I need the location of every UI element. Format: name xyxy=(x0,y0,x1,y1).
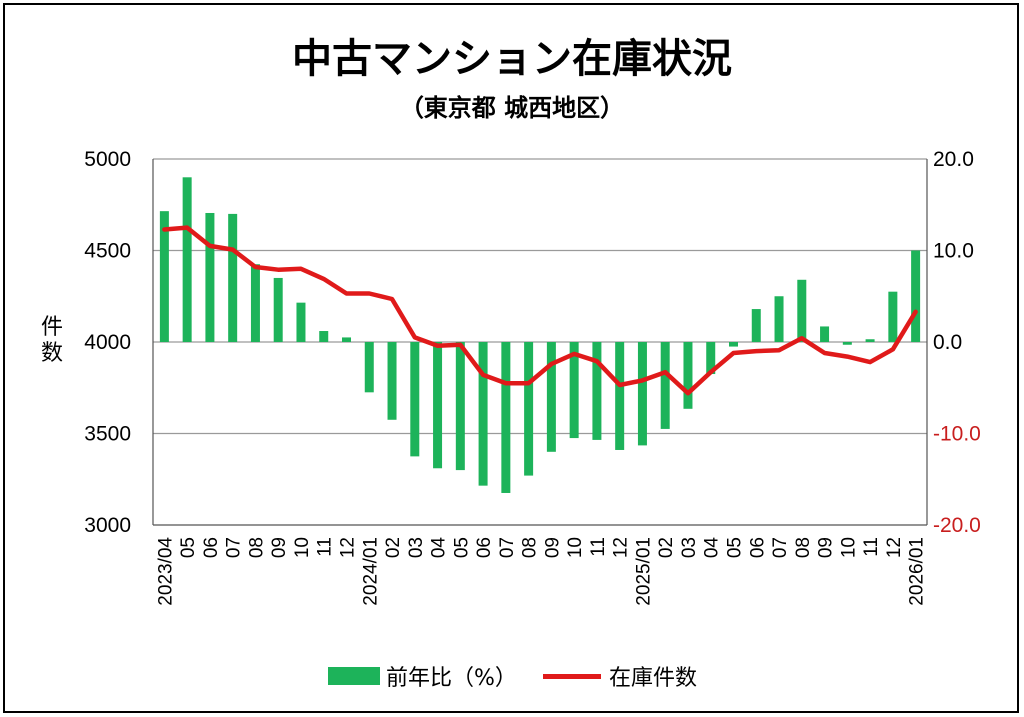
bar xyxy=(546,342,556,452)
bar xyxy=(729,342,738,347)
bar xyxy=(319,331,329,342)
bar xyxy=(797,279,807,342)
bar xyxy=(387,342,397,420)
x-tick-label: 09 xyxy=(269,537,290,558)
bar xyxy=(637,342,647,446)
x-tick-label: 06 xyxy=(747,537,768,558)
x-tick-label: 2024/01 xyxy=(360,537,381,606)
y-left-tick-label: 4500 xyxy=(84,240,131,263)
legend-swatch-line xyxy=(543,673,601,679)
x-tick-label: 08 xyxy=(520,537,541,558)
axes xyxy=(152,159,928,526)
bar xyxy=(501,342,511,493)
bar xyxy=(455,342,465,471)
x-tick-label: 07 xyxy=(224,537,245,558)
x-tick-label: 02 xyxy=(656,537,677,558)
bar xyxy=(706,342,716,375)
x-tick-label: 12 xyxy=(338,537,359,558)
bar xyxy=(865,339,875,342)
x-tick-label: 03 xyxy=(679,537,700,558)
y-left-axis-label: 数 xyxy=(41,340,63,365)
bar xyxy=(342,337,351,342)
bar xyxy=(182,177,192,342)
bar xyxy=(433,342,443,469)
x-tick-label: 05 xyxy=(725,537,746,558)
bar xyxy=(774,296,784,342)
bar xyxy=(205,212,215,342)
y-left-axis-label: 件 xyxy=(41,314,63,339)
x-tick-label: 02 xyxy=(383,537,404,558)
x-tick-label: 11 xyxy=(861,537,882,557)
bar xyxy=(364,342,374,393)
y-left-tick-label: 3500 xyxy=(84,423,131,446)
y-right-tick-label: 10.0 xyxy=(933,240,974,263)
x-tick-label: 12 xyxy=(611,537,632,558)
gridlines xyxy=(153,158,927,435)
bar xyxy=(660,342,670,429)
x-tick-label: 2023/04 xyxy=(155,537,176,606)
axis-labels: 3000 3500 4000 4500 5000 -20.0 -10.0 0.0 10.0 20.… xyxy=(41,148,981,606)
bar xyxy=(159,211,169,342)
x-tick-label: 06 xyxy=(201,537,222,558)
x-tick-label: 11 xyxy=(588,537,609,557)
x-tick-label: 06 xyxy=(474,537,495,558)
legend-item-line: 在庫件数 xyxy=(543,660,697,692)
bar xyxy=(273,277,283,342)
x-tick-label: 10 xyxy=(565,537,586,558)
y-left-tick-label: 3000 xyxy=(84,514,131,537)
x-tick-label: 10 xyxy=(292,537,313,558)
legend-swatch-bar xyxy=(328,667,380,685)
bar-series xyxy=(159,177,921,493)
bar xyxy=(478,342,488,486)
bar xyxy=(751,309,761,342)
legend: 前年比（%） 在庫件数 xyxy=(0,660,1024,692)
bar xyxy=(410,342,420,457)
chart-subtitle: （東京都 城西地区） xyxy=(399,94,625,122)
y-left-tick-label: 4000 xyxy=(84,331,131,354)
x-tick-label: 08 xyxy=(246,537,267,558)
bar xyxy=(250,264,260,342)
legend-label-line: 在庫件数 xyxy=(609,666,698,691)
bar xyxy=(911,250,921,342)
stock-line xyxy=(162,225,918,396)
x-tick-label: 04 xyxy=(702,537,723,559)
bar xyxy=(296,302,306,342)
bar xyxy=(228,213,238,342)
bar xyxy=(820,326,830,342)
bar xyxy=(842,342,852,345)
y-left-tick-label: 5000 xyxy=(84,148,131,171)
x-tick-label: 07 xyxy=(497,537,518,558)
x-tick-label: 05 xyxy=(451,537,472,558)
bar xyxy=(615,342,625,450)
x-tick-label: 05 xyxy=(178,537,199,558)
bar xyxy=(592,342,602,440)
legend-item-bar: 前年比（%） xyxy=(328,660,517,692)
y-right-tick-label: -10.0 xyxy=(933,423,981,446)
x-tick-label: 2026/01 xyxy=(907,537,928,606)
x-tick-label: 08 xyxy=(793,537,814,558)
y-right-tick-label: -20.0 xyxy=(933,514,981,537)
x-tick-label: 10 xyxy=(838,537,859,558)
bar xyxy=(683,342,693,409)
chart-title: 中古マンション在庫状況 xyxy=(292,36,732,82)
x-tick-label: 12 xyxy=(884,537,905,558)
y-right-tick-label: 20.0 xyxy=(933,148,974,171)
x-tick-label: 03 xyxy=(406,537,427,558)
x-tick-label: 09 xyxy=(816,537,837,558)
line-series xyxy=(162,225,918,396)
x-tick-label: 11 xyxy=(315,537,336,557)
bar xyxy=(569,342,579,439)
legend-label-bar: 前年比（%） xyxy=(386,666,517,691)
bar xyxy=(524,342,534,476)
bar xyxy=(888,291,898,342)
y-right-tick-label: 0.0 xyxy=(933,331,962,354)
x-tick-label: 2025/01 xyxy=(633,537,654,606)
x-tick-label: 09 xyxy=(542,537,563,558)
x-tick-label: 07 xyxy=(770,537,791,558)
x-tick-label: 04 xyxy=(429,537,450,559)
